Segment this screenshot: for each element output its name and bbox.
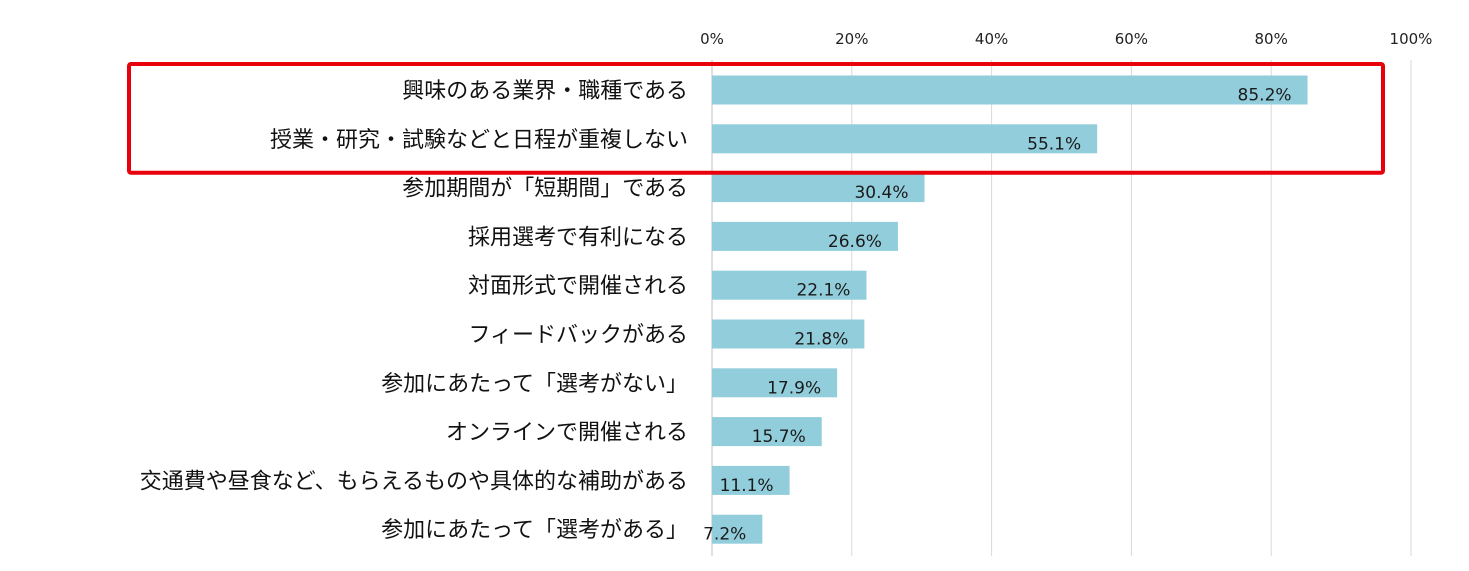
value-labels: 85.2% 55.1% 30.4% 26.6% 22.1% 21.8% 17.9% 15.7%…: [703, 86, 1291, 545]
data-label: 30.4%: [854, 183, 908, 203]
data-label: 55.1%: [1027, 134, 1081, 154]
category-label: 参加にあたって「選考がある」: [381, 518, 688, 543]
data-label: 7.2%: [703, 525, 746, 545]
x-axis: 0% 20% 40% 60% 80% 100%: [700, 30, 1432, 48]
bar: [712, 221, 898, 251]
bar: [712, 465, 790, 495]
bar: [712, 173, 925, 203]
category-label: オンラインで開催される: [446, 421, 688, 446]
category-label: 授業・研究・試験などと日程が重複しない: [270, 128, 688, 153]
bar: [712, 124, 1098, 154]
bar: [712, 417, 822, 447]
bar: [712, 319, 865, 349]
data-label: 11.1%: [720, 476, 774, 496]
highlight-layer: [127, 62, 1385, 175]
category-label: 参加にあたって「選考がない」: [381, 372, 688, 397]
x-tick-label: 40%: [975, 30, 1008, 48]
category-labels: 興味のある業界・職種である授業・研究・試験などと日程が重複しない参加期間が「短期…: [140, 79, 688, 543]
bar: [712, 368, 838, 398]
x-tick-label: 20%: [835, 30, 868, 48]
category-label: フィードバックがある: [468, 323, 688, 348]
bar: [712, 514, 763, 544]
category-label: 参加期間が「短期間」である: [402, 177, 688, 202]
data-label: 17.9%: [767, 378, 821, 398]
data-label: 26.6%: [828, 232, 882, 252]
bar: [712, 75, 1308, 105]
x-tick-label: 100%: [1390, 30, 1433, 48]
highlight-box: [127, 62, 1385, 175]
x-tick-label: 60%: [1115, 30, 1148, 48]
category-label: 興味のある業界・職種である: [402, 79, 688, 104]
bars: [712, 75, 1308, 544]
data-label: 85.2%: [1238, 86, 1292, 106]
category-label: 交通費や昼食など、もらえるものや具体的な補助がある: [140, 469, 688, 494]
category-label: 採用選考で有利になる: [468, 225, 688, 250]
x-tick-label: 80%: [1255, 30, 1288, 48]
bar: [712, 270, 867, 300]
data-label: 22.1%: [796, 281, 850, 301]
data-label: 15.7%: [752, 427, 806, 447]
data-label: 21.8%: [794, 330, 848, 350]
category-label: 対面形式で開催される: [468, 274, 688, 299]
x-tick-label: 0%: [700, 30, 724, 48]
